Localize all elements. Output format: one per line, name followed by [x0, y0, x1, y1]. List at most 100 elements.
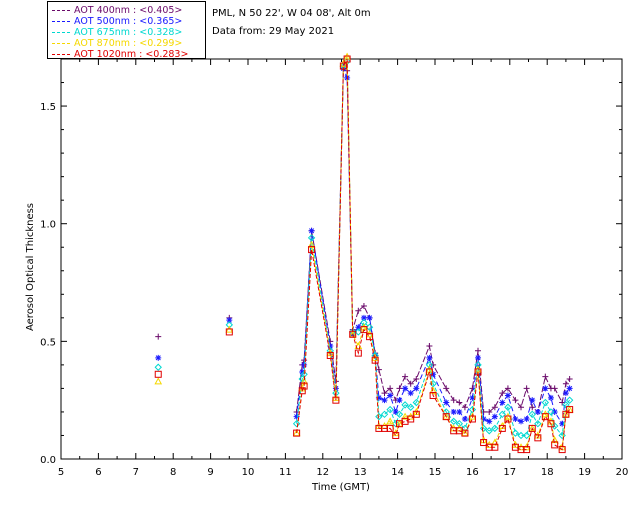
data-point — [413, 376, 420, 382]
data-point — [298, 387, 306, 395]
data-point — [392, 431, 400, 439]
data-point — [450, 397, 457, 404]
x-tick-label: 17 — [503, 467, 516, 478]
data-point — [301, 361, 308, 368]
series-aot-675nm — [154, 57, 574, 440]
legend-label: AOT 675nm : <0.328> — [74, 27, 183, 38]
axis-ticks: 5 6 7 8 9 10 11 12 13 14 15 16 17 18 19 20 0.0 0.5 1.0 1.5 — [40, 59, 628, 478]
data-point — [485, 427, 493, 435]
data-point — [402, 373, 409, 380]
data-point — [155, 354, 162, 361]
data-point — [443, 399, 450, 406]
data-point — [412, 410, 420, 418]
data-point — [461, 416, 468, 422]
legend-item-1020nm: AOT 1020nm : <0.283> — [52, 49, 188, 60]
data-point — [355, 307, 362, 314]
data-point — [386, 405, 394, 414]
data-point — [558, 446, 566, 454]
data-point — [491, 424, 499, 433]
data-point — [413, 385, 420, 392]
series-line — [296, 64, 570, 413]
data-point — [366, 314, 373, 321]
date-info: Data from: 29 May 2021 — [212, 26, 335, 37]
x-tick-label: 5 — [58, 467, 64, 478]
series-aot-400nm — [155, 63, 573, 415]
legend-item-500nm: AOT 500nm : <0.365> — [52, 16, 182, 27]
data-point — [343, 55, 351, 63]
data-point — [430, 361, 437, 368]
data-point — [155, 333, 162, 340]
data-point — [225, 321, 234, 329]
data-point — [550, 422, 559, 430]
data-point — [412, 398, 421, 407]
data-point — [541, 398, 550, 407]
y-axis-title: Aerosol Optical Thickness — [25, 203, 36, 331]
data-point — [499, 390, 506, 397]
data-point — [542, 373, 549, 380]
data-point — [292, 419, 301, 428]
data-point — [551, 385, 558, 392]
legend-label: AOT 500nm : <0.365> — [74, 16, 183, 27]
data-point — [154, 370, 162, 378]
data-point — [565, 396, 574, 404]
data-point — [565, 405, 574, 413]
data-point — [360, 314, 367, 321]
data-point — [442, 413, 450, 421]
data-point — [426, 354, 433, 361]
legend: AOT 400nm : <0.405> AOT 500nm : <0.365> … — [47, 1, 206, 60]
data-point — [355, 324, 362, 331]
data-point — [512, 416, 519, 422]
data-point — [360, 326, 368, 334]
data-point — [541, 413, 549, 421]
data-point — [534, 434, 542, 442]
data-point — [387, 385, 394, 392]
data-point — [442, 412, 451, 420]
data-point — [474, 361, 482, 369]
data-point — [559, 399, 566, 406]
data-point — [375, 412, 383, 421]
data-point — [468, 415, 476, 423]
data-point — [480, 439, 488, 447]
legend-label: AOT 1020nm : <0.283> — [74, 49, 189, 60]
data-point — [529, 404, 536, 411]
data-point — [360, 303, 367, 310]
data-point — [475, 354, 482, 361]
data-point — [226, 317, 233, 324]
data-point — [225, 328, 233, 336]
legend-swatch — [52, 32, 70, 33]
data-point — [365, 323, 374, 331]
x-tick-label: 14 — [391, 467, 404, 478]
data-point — [562, 390, 569, 397]
data-point — [339, 62, 347, 70]
y-tick-label: 1.0 — [40, 220, 56, 231]
data-point — [523, 385, 530, 392]
data-point — [523, 446, 531, 454]
data-point — [534, 408, 541, 415]
legend-swatch — [52, 43, 70, 44]
y-tick-label: 0.5 — [40, 337, 56, 348]
series-aot-500nm — [155, 65, 573, 427]
data-point — [349, 330, 357, 338]
data-point — [486, 408, 493, 415]
x-tick-label: 13 — [354, 467, 367, 478]
data-point — [386, 417, 394, 425]
data-point — [499, 399, 506, 406]
data-point — [547, 408, 555, 416]
data-point — [566, 385, 573, 392]
data-point — [474, 368, 482, 376]
data-point — [559, 420, 566, 427]
data-point — [354, 349, 362, 357]
data-point — [293, 429, 301, 437]
data-point — [443, 385, 450, 392]
data-point — [449, 417, 458, 426]
plot-frame — [60, 58, 623, 460]
data-point — [455, 419, 464, 428]
data-point — [371, 356, 379, 364]
legend-label: AOT 870nm : <0.299> — [74, 38, 183, 49]
data-point — [442, 408, 450, 416]
data-point — [401, 401, 409, 409]
data-point — [511, 429, 520, 437]
legend-item-675nm: AOT 675nm : <0.328> — [52, 27, 182, 38]
x-tick-label: 16 — [466, 467, 479, 478]
